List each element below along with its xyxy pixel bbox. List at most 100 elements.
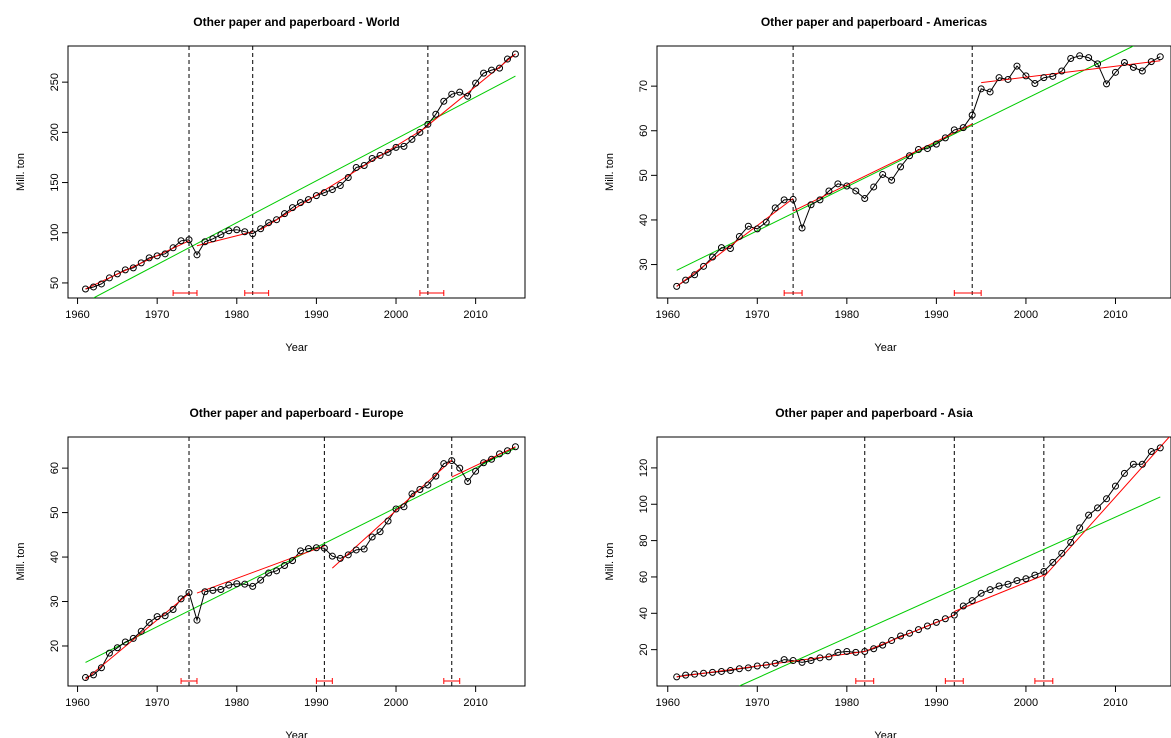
data-point — [328, 552, 336, 560]
data-point — [464, 92, 472, 100]
y-tick-label: 60 — [49, 462, 61, 474]
data-point — [472, 467, 480, 475]
data-point — [328, 186, 336, 194]
data-point — [408, 490, 416, 498]
x-tick-label: 2000 — [1014, 697, 1038, 709]
data-point — [448, 457, 456, 465]
data-point — [1156, 444, 1164, 452]
data-point — [735, 665, 743, 673]
data-point — [257, 576, 265, 584]
data-point — [914, 145, 922, 153]
data-point — [771, 204, 779, 212]
plot-frame — [67, 45, 526, 299]
data-point — [424, 120, 432, 128]
data-point — [169, 244, 177, 252]
data-point — [169, 606, 177, 614]
data-point — [241, 228, 249, 236]
y-tick-label: 60 — [638, 571, 650, 583]
data-point — [906, 152, 914, 160]
segment-fit-line — [954, 574, 1045, 612]
y-tick-label: 20 — [638, 644, 650, 656]
data-point — [744, 222, 752, 230]
data-point — [691, 271, 699, 279]
data-point — [941, 615, 949, 623]
data-point — [968, 597, 976, 605]
data-point — [225, 227, 233, 235]
y-tick-label: 60 — [638, 125, 650, 137]
series-line — [676, 55, 1161, 287]
data-point — [1147, 448, 1155, 456]
data-point — [717, 244, 725, 252]
x-tick-label: 1960 — [65, 309, 89, 321]
data-point — [384, 148, 392, 156]
data-point — [870, 183, 878, 191]
y-tick-label: 50 — [638, 169, 650, 181]
data-point — [1111, 68, 1119, 76]
data-point — [464, 477, 472, 485]
data-point — [986, 88, 994, 96]
data-point — [440, 460, 448, 468]
data-point — [105, 649, 113, 657]
data-point — [97, 664, 105, 672]
data-point — [480, 459, 488, 467]
data-point — [503, 55, 511, 63]
data-point — [735, 232, 743, 240]
data-point — [368, 533, 376, 541]
data-point — [798, 224, 806, 232]
data-point — [959, 602, 967, 610]
data-point — [432, 472, 440, 480]
data-point — [121, 266, 129, 274]
data-point — [852, 187, 860, 195]
data-point — [816, 196, 824, 204]
data-point — [145, 618, 153, 626]
data-point — [1013, 62, 1021, 70]
y-tick-label: 70 — [638, 80, 650, 92]
y-tick-label: 40 — [638, 607, 650, 619]
data-point — [1004, 580, 1012, 588]
data-point — [161, 250, 169, 258]
x-tick-label: 1970 — [145, 697, 169, 709]
data-point — [265, 569, 273, 577]
data-point — [1111, 482, 1119, 490]
data-point — [89, 283, 97, 291]
data-point — [1129, 63, 1137, 71]
data-point — [281, 562, 289, 570]
plot-frame — [67, 436, 526, 687]
x-axis-label: Year — [874, 342, 897, 354]
data-point — [352, 546, 360, 554]
data-point — [289, 204, 297, 212]
data-point — [82, 674, 90, 682]
data-point — [225, 581, 233, 589]
data-point — [789, 195, 797, 203]
data-point — [281, 210, 289, 218]
x-tick-label: 2010 — [463, 309, 487, 321]
data-point — [185, 236, 193, 244]
data-point — [137, 259, 145, 267]
data-point — [1103, 495, 1111, 503]
data-point — [456, 464, 464, 472]
data-point — [700, 262, 708, 270]
data-point — [488, 455, 496, 463]
data-point — [1129, 460, 1137, 468]
data-point — [400, 142, 408, 150]
data-point — [897, 632, 905, 640]
data-point — [816, 654, 824, 662]
data-point — [320, 544, 328, 552]
plot-frame — [656, 45, 1171, 299]
data-point — [193, 616, 201, 624]
chart-title: Other paper and paperboard - World — [193, 15, 399, 29]
data-point — [682, 276, 690, 284]
y-axis-label: Mill. ton — [15, 543, 27, 581]
data-point — [1049, 558, 1057, 566]
data-point — [233, 226, 241, 234]
data-point — [480, 69, 488, 77]
plot-area — [82, 46, 519, 298]
data-point — [780, 656, 788, 664]
x-tick-label: 1960 — [656, 309, 680, 321]
data-point — [1058, 67, 1066, 75]
y-tick-label: 30 — [638, 258, 650, 270]
data-point — [432, 110, 440, 118]
data-point — [424, 481, 432, 489]
data-point — [273, 216, 281, 224]
